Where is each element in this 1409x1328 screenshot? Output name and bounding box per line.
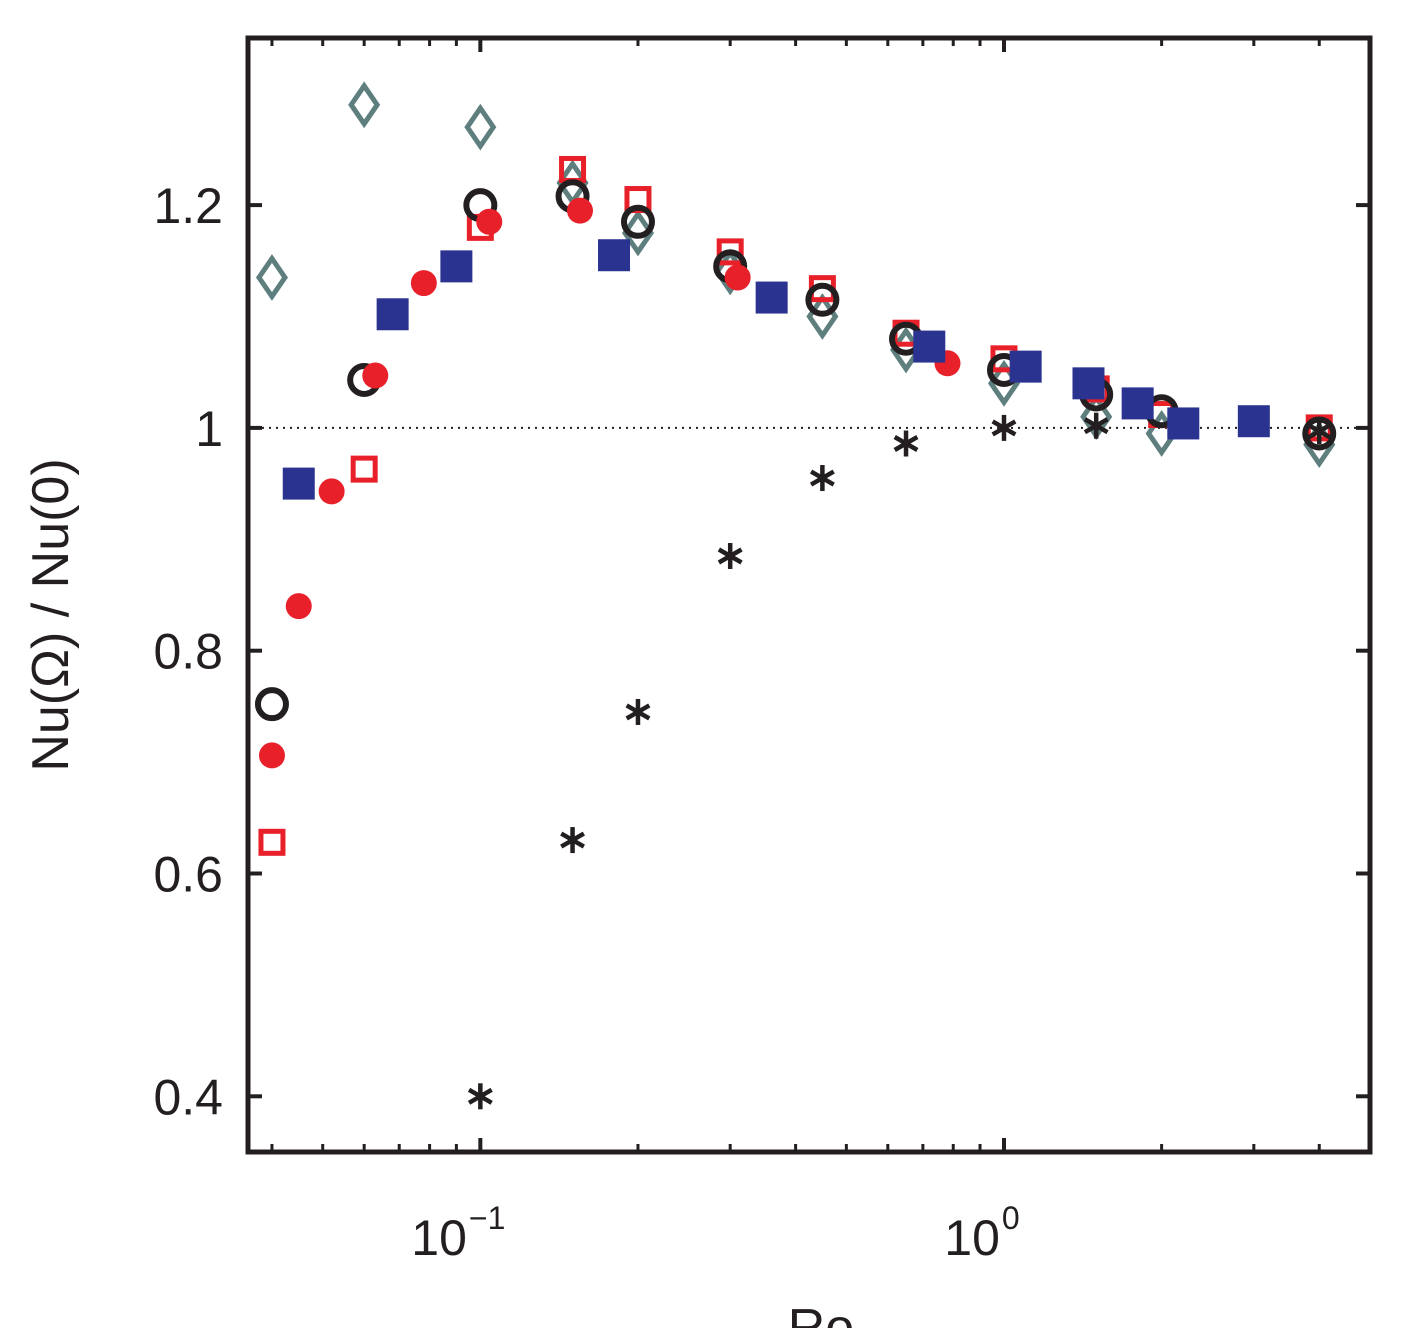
data-point-filled-circle [362,362,389,389]
data-point-diamond [464,103,497,151]
data-point-asterisk [717,543,743,570]
x-axis-label: Ro [788,1299,854,1328]
plot-frame [245,35,1373,1155]
data-point-asterisk [809,465,835,492]
data-point-filled-square [1167,407,1200,440]
data-point-filled-square [755,281,788,314]
data-point-asterisk [467,1083,493,1110]
data-point-filled-circle [724,264,751,291]
y-tick-label: 1 [195,401,223,457]
y-tick-label: 0.4 [153,1069,223,1125]
data-point-filled-circle [318,478,345,505]
data-point-open-circle [254,687,289,722]
y-tick-label: 1.2 [153,178,223,234]
data-point-filled-circle [410,270,437,297]
data-point-open-square [258,828,286,856]
data-point-asterisk [893,430,919,457]
y-axis-label: Nu(Ω) / Nu(0) [22,458,80,771]
data-point-filled-square [376,298,409,331]
data-point-filled-square [1072,367,1105,400]
data-point-open-square [350,455,378,483]
data-point-asterisk [625,698,651,725]
y-tick-label: 0.6 [153,847,223,903]
x-tick-label: 100 [944,1200,1019,1266]
data-point-filled-square [1121,387,1154,420]
data-point-open-square [716,238,744,266]
data-point-filled-square [1009,350,1042,383]
data-point-asterisk [1083,412,1109,439]
data-point-filled-circle [567,197,594,224]
data-point-open-circle [620,204,655,239]
data-point-filled-square [913,330,946,363]
data-point-filled-circle [476,208,503,235]
data-point-diamond [348,81,381,129]
data-point-filled-circle [285,593,312,620]
data-point-open-circle [805,282,840,317]
data-point-diamond [255,254,288,301]
data-point-filled-square [1237,405,1270,438]
x-tick-label: 10−1 [411,1200,505,1266]
data-point-filled-square [440,250,473,283]
data-point-diamond [621,209,655,257]
data-point-asterisk [991,414,1017,441]
data-point-asterisk [1306,418,1332,445]
data-point-filled-square [598,239,631,272]
y-tick-label: 0.8 [153,624,223,680]
data-point-asterisk [560,827,585,854]
data-point-filled-square [282,467,315,500]
data-point-filled-circle [258,742,285,769]
